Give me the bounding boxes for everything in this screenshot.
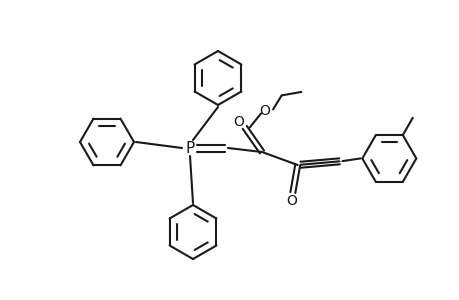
Text: O: O [233, 116, 244, 129]
Text: O: O [259, 104, 270, 118]
Text: P: P [185, 140, 194, 155]
Text: O: O [286, 194, 297, 208]
